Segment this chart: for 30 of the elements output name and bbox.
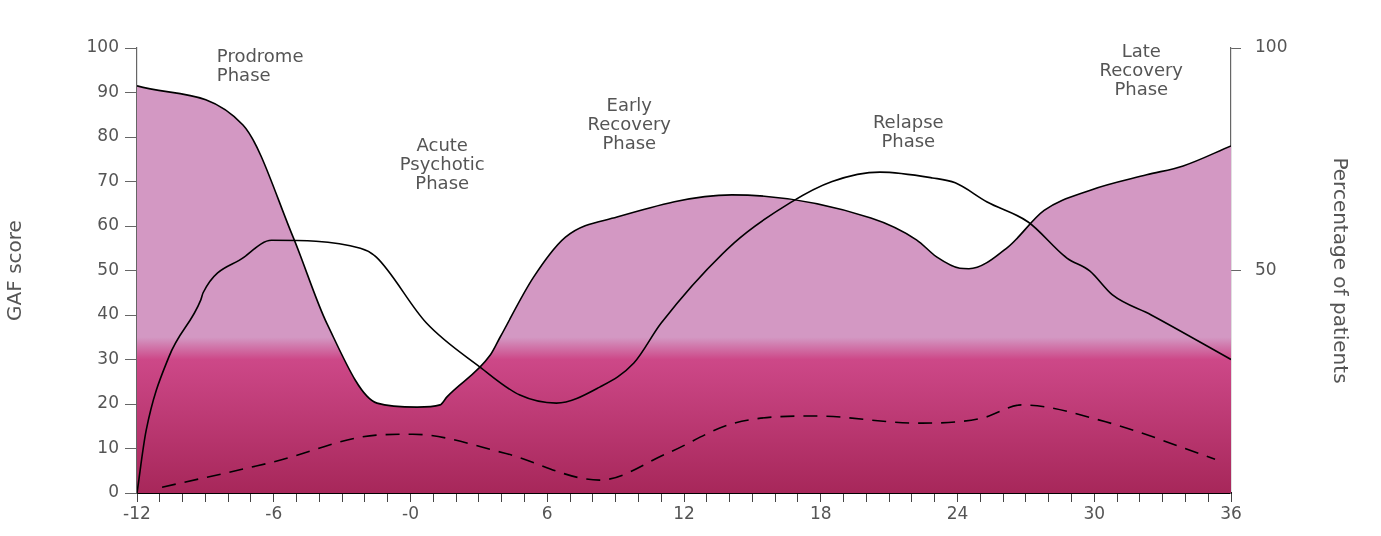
annotation: Early Recovery Phase [587,93,672,153]
y-tick-label: 10 [97,436,119,457]
line-series [161,404,1216,489]
y-tick-label: 70 [97,169,119,190]
y2-tick-label: 100 [1255,36,1288,57]
y-tick-label: 40 [97,303,119,324]
x-tick-label: -0 [402,502,419,523]
x-tick-label: 30 [1083,502,1106,523]
y-tick-label: 50 [97,258,119,279]
y-tick-label: 100 [86,36,119,57]
y2-axis-title: Percentage of patients [1328,157,1353,384]
y-tick-label: 60 [97,214,119,235]
y-tick-label: 0 [108,481,119,502]
x-tick-label: -12 [123,502,151,523]
x-tick-label: 24 [946,502,969,523]
annotation: Late Recovery Phase [1099,40,1184,100]
y-tick-label: 80 [97,125,119,146]
y-axis-title: GAF score [2,220,27,321]
x-tick-label: 36 [1220,502,1242,523]
annotation: Prodrome Phase [216,44,304,85]
y-tick-label: 90 [97,80,119,101]
y-tick-label: 20 [97,392,119,413]
annotation: Acute Psychotic Phase [399,133,485,193]
x-tick-label: 18 [809,502,832,523]
x-tick-label: 12 [673,502,695,523]
y2-tick-label: 50 [1255,258,1277,279]
y-tick-label: 30 [97,347,119,368]
annotation: Relapse Phase [872,111,944,152]
x-tick-label: -6 [265,502,283,523]
x-tick-label: 6 [541,502,553,523]
